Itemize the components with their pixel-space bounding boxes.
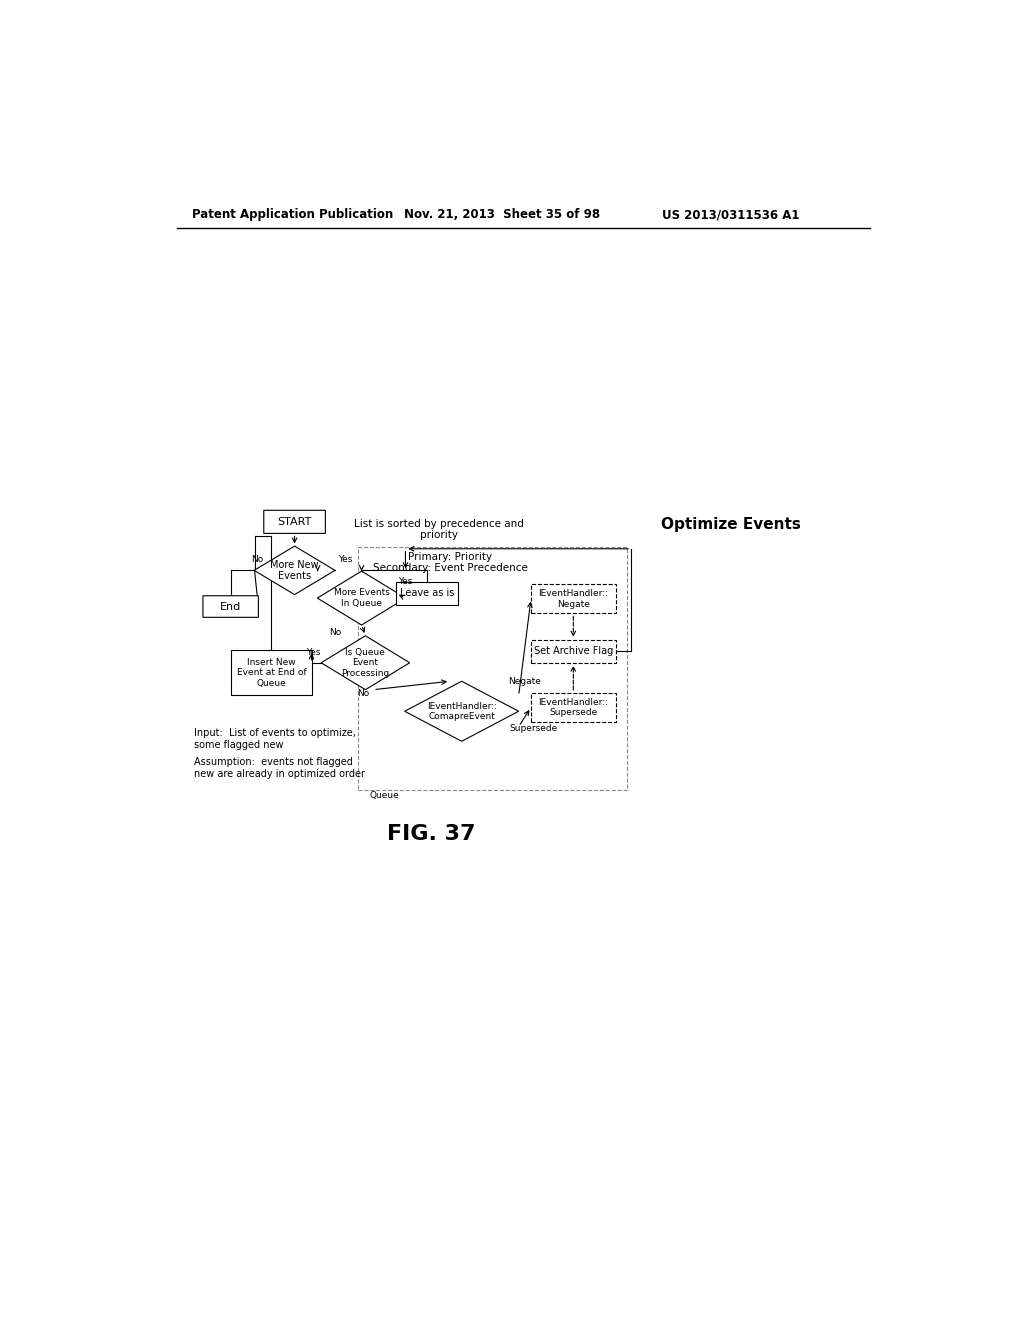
Text: Queue: Queue xyxy=(370,791,399,800)
Text: Input:  List of events to optimize,
some flagged new: Input: List of events to optimize, some … xyxy=(194,729,355,750)
Text: No: No xyxy=(252,556,264,564)
Text: Primary: Priority
Secondary: Event Precedence: Primary: Priority Secondary: Event Prece… xyxy=(373,552,527,573)
FancyBboxPatch shape xyxy=(531,640,615,663)
Bar xyxy=(357,548,628,789)
Text: US 2013/0311536 A1: US 2013/0311536 A1 xyxy=(662,209,800,222)
Text: Optimize Events: Optimize Events xyxy=(662,516,801,532)
Text: Supersede: Supersede xyxy=(509,725,558,734)
Text: Yes: Yes xyxy=(339,556,353,564)
FancyBboxPatch shape xyxy=(264,511,326,533)
Text: Yes: Yes xyxy=(306,648,321,657)
Text: List is sorted by precedence and
priority: List is sorted by precedence and priorit… xyxy=(353,519,523,540)
Text: Yes: Yes xyxy=(398,577,413,586)
FancyBboxPatch shape xyxy=(231,651,312,696)
FancyBboxPatch shape xyxy=(203,595,258,618)
Text: IEventHandler::
Negate: IEventHandler:: Negate xyxy=(539,589,608,609)
Text: Nov. 21, 2013  Sheet 35 of 98: Nov. 21, 2013 Sheet 35 of 98 xyxy=(403,209,600,222)
Polygon shape xyxy=(254,546,335,594)
FancyBboxPatch shape xyxy=(531,693,615,722)
Text: Set Archive Flag: Set Archive Flag xyxy=(534,647,613,656)
Text: IEventHandler::
Supersede: IEventHandler:: Supersede xyxy=(539,698,608,717)
Text: IEventHandler::
ComapreEvent: IEventHandler:: ComapreEvent xyxy=(427,701,497,721)
Text: Insert New
Event at End of
Queue: Insert New Event at End of Queue xyxy=(237,657,306,688)
Text: START: START xyxy=(278,517,311,527)
Text: Leave as is: Leave as is xyxy=(399,589,455,598)
Text: No: No xyxy=(330,628,342,638)
Text: Negate: Negate xyxy=(508,677,541,686)
Text: Is Queue
Event
Processing: Is Queue Event Processing xyxy=(341,648,389,677)
Text: End: End xyxy=(220,602,242,611)
Text: More Events
In Queue: More Events In Queue xyxy=(334,589,389,607)
Text: Assumption:  events not flagged
new are already in optimized order: Assumption: events not flagged new are a… xyxy=(194,758,365,779)
Polygon shape xyxy=(317,572,406,626)
Text: Patent Application Publication: Patent Application Publication xyxy=(193,209,393,222)
Text: No: No xyxy=(357,689,370,698)
Polygon shape xyxy=(404,681,518,742)
Polygon shape xyxy=(322,636,410,689)
FancyBboxPatch shape xyxy=(396,582,458,605)
Text: FIG. 37: FIG. 37 xyxy=(387,825,475,845)
FancyBboxPatch shape xyxy=(531,585,615,614)
Text: More New
Events: More New Events xyxy=(270,560,318,581)
